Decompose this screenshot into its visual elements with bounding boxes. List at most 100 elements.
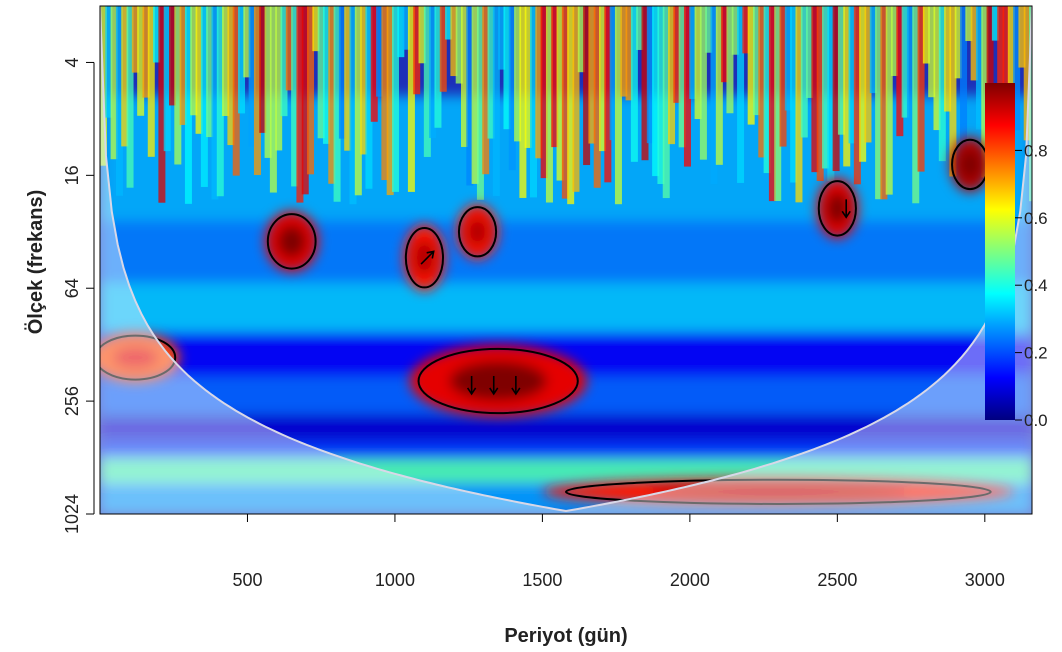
stripe: [482, 6, 490, 175]
stripe: [413, 6, 421, 95]
stripe: [705, 6, 713, 53]
stripe: [848, 6, 856, 144]
stripe: [906, 6, 914, 138]
phase-arrow: [489, 375, 499, 396]
stripe: [232, 6, 240, 176]
stripe: [678, 6, 686, 148]
stripe: [784, 6, 792, 111]
y-tick-label: 256: [62, 386, 82, 416]
cone-of-influence-shade: [100, 6, 1032, 514]
phase-arrow: [511, 375, 521, 396]
stripe: [859, 6, 867, 162]
stripe: [822, 6, 830, 169]
stripe: [747, 6, 755, 125]
plot-area: [100, 6, 1032, 514]
stripe: [885, 6, 893, 195]
stripe: [169, 6, 177, 106]
coherence-island-core: [413, 239, 436, 276]
stripe: [174, 6, 182, 165]
stripe: [301, 6, 309, 195]
stripe: [567, 6, 575, 205]
stripe: [981, 6, 989, 178]
stripe: [407, 6, 415, 192]
stripe: [763, 6, 771, 174]
stripe: [227, 6, 235, 146]
band: [100, 458, 1032, 484]
stripe: [195, 6, 203, 134]
x-tick-label: 3000: [965, 570, 1005, 590]
stripe: [965, 6, 973, 42]
plot-frame: [99, 5, 1033, 515]
stripe: [328, 6, 336, 184]
stripe: [291, 6, 299, 187]
stripe: [689, 6, 697, 99]
stripe: [280, 6, 288, 117]
y-tick-label: 16: [62, 165, 82, 185]
colorbar-tick-label: 0.8: [1024, 141, 1048, 160]
stripe: [121, 6, 129, 147]
stripe: [800, 6, 808, 138]
stripe: [949, 6, 957, 177]
stripe: [434, 6, 442, 128]
stripe: [864, 6, 872, 143]
y-tick-label: 1024: [62, 494, 82, 534]
stripe: [1018, 6, 1026, 68]
stripe: [731, 6, 739, 55]
stripe: [365, 6, 373, 189]
stripe: [837, 6, 845, 135]
stripe: [514, 6, 522, 142]
band: [100, 220, 1032, 283]
stripe: [795, 6, 803, 203]
stripe: [222, 6, 230, 116]
stripe: [673, 6, 681, 103]
phase-arrows: [420, 199, 851, 396]
significance-contour: [457, 206, 498, 258]
stripe: [476, 6, 484, 200]
stripe: [184, 6, 192, 204]
stripe: [492, 6, 500, 196]
stripe: [917, 6, 925, 172]
stripe: [721, 6, 729, 83]
colorbar: 0.0 0.2 0.4 0.6 0.8: [985, 83, 1048, 430]
stripe: [726, 6, 734, 114]
stripe: [551, 6, 559, 148]
stripe: [646, 6, 654, 144]
stripe: [912, 6, 920, 204]
stripe: [960, 6, 968, 157]
significance-contour: [565, 478, 992, 505]
stripe: [142, 6, 150, 98]
stripe: [275, 6, 283, 151]
colorbar-tick-label: 0.4: [1024, 276, 1048, 295]
stripe: [269, 6, 277, 193]
stripe: [816, 6, 824, 182]
stripe: [360, 6, 368, 155]
stripe: [285, 6, 293, 91]
colorbar-ticks: 0.0 0.2 0.4 0.6 0.8: [1015, 141, 1048, 430]
phase-arrow: [420, 250, 435, 265]
stripe: [105, 6, 113, 118]
stripe: [694, 6, 702, 120]
small-scale-stripes: [100, 6, 1032, 205]
stripe: [322, 6, 330, 144]
stripe: [599, 6, 607, 152]
x-tick-label: 500: [232, 570, 262, 590]
y-tick-label: 64: [62, 278, 82, 298]
stripe: [455, 6, 463, 84]
stripe: [1029, 6, 1032, 202]
stripe: [126, 6, 134, 188]
stripe: [259, 6, 267, 133]
coherence-island-core: [959, 149, 982, 180]
stripe: [466, 6, 474, 186]
stripe: [715, 6, 723, 165]
x-tick-label: 1500: [522, 570, 562, 590]
stripe: [758, 6, 766, 158]
x-axis-label: Periyot (gün): [504, 625, 627, 647]
significance-contour: [100, 334, 177, 381]
stripe: [1023, 6, 1031, 141]
stripe: [875, 6, 883, 200]
stripe: [625, 6, 633, 101]
stripe: [450, 6, 458, 77]
stripe: [391, 6, 399, 192]
stripe: [901, 6, 909, 118]
